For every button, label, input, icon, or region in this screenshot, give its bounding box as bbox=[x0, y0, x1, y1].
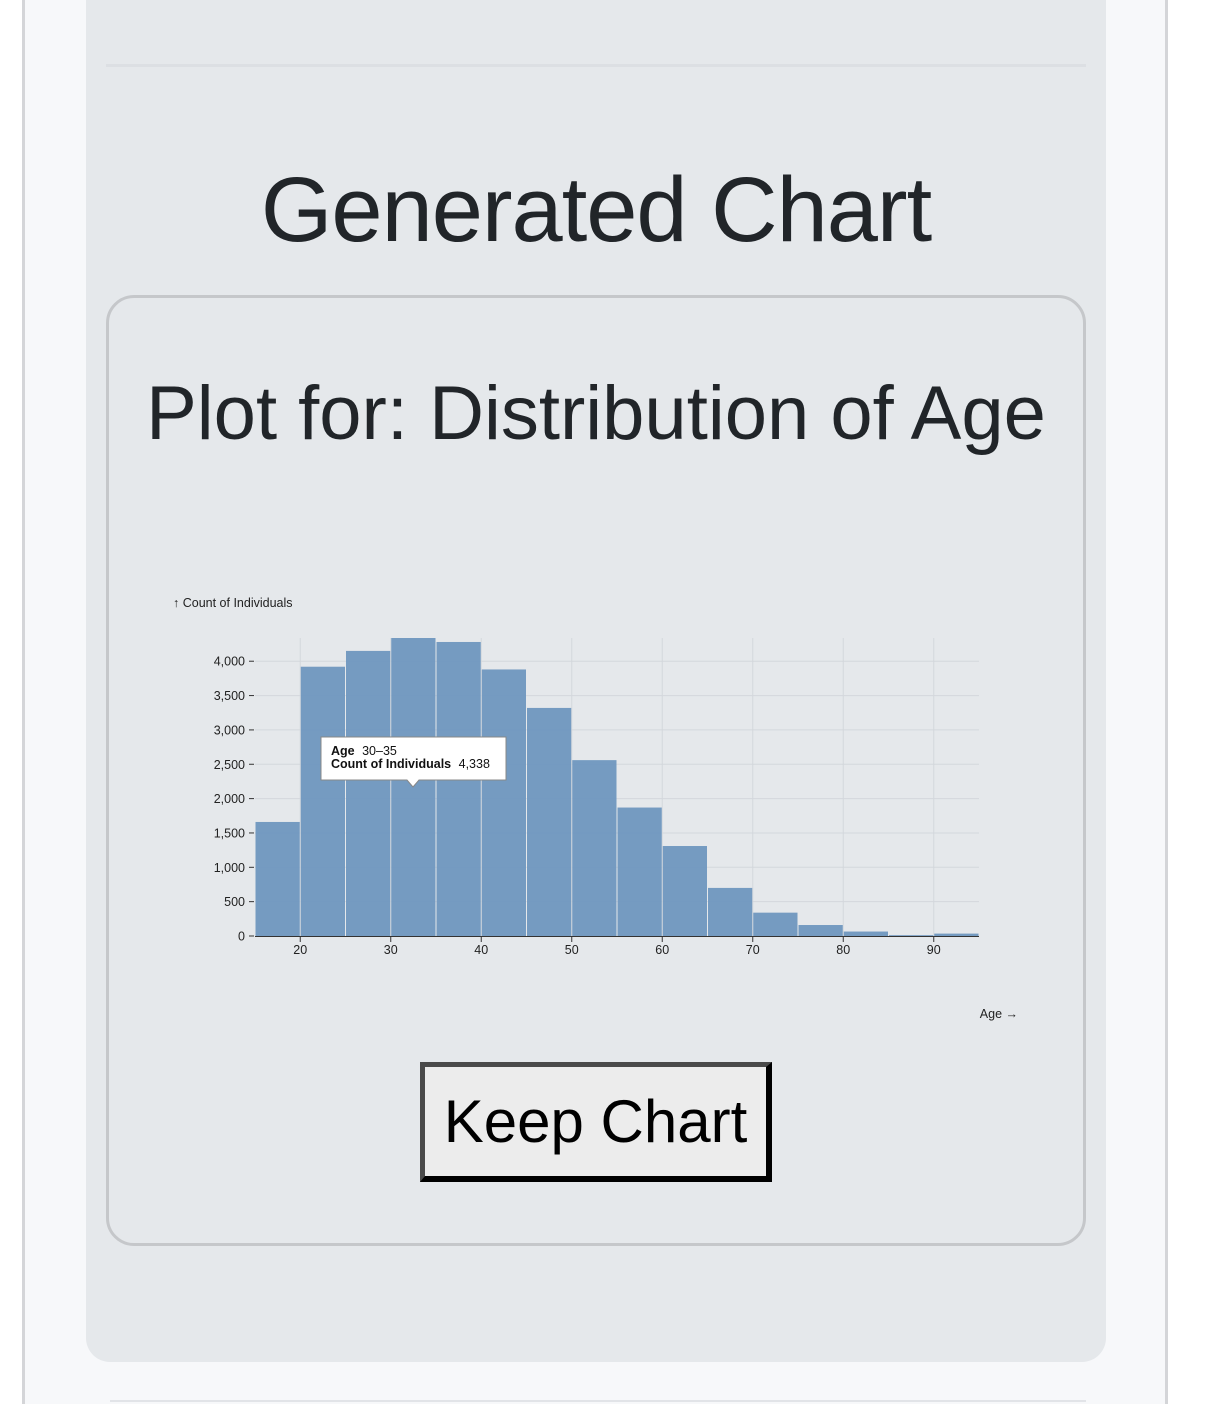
x-tick-label: 20 bbox=[293, 943, 307, 957]
histogram-bar[interactable] bbox=[346, 650, 391, 936]
svg-text:Count of Individuals 4,3: Count of Individuals 4,338 bbox=[331, 757, 490, 771]
histogram-bar[interactable] bbox=[934, 933, 979, 936]
histogram-bar[interactable] bbox=[798, 925, 843, 936]
x-tick-label: 60 bbox=[655, 943, 669, 957]
y-axis-label: ↑ Count of Individuals bbox=[173, 596, 293, 610]
histogram-bar[interactable] bbox=[753, 912, 798, 936]
histogram-bar[interactable] bbox=[572, 760, 617, 936]
tooltip-age-value: 30–35 bbox=[362, 744, 397, 758]
bar-tooltip: Age 30–35 Count of Individuals 4,338 bbox=[320, 736, 507, 788]
x-axis: 20 30 40 50 60 70 80 90 bbox=[255, 936, 979, 957]
chart-card bbox=[106, 295, 1086, 1246]
x-tick-label: 80 bbox=[836, 943, 850, 957]
y-tick-label: 1,000 bbox=[214, 861, 245, 875]
y-tick-label: 500 bbox=[224, 895, 245, 909]
section-title: Generated Chart bbox=[260, 159, 932, 261]
y-tick-label: 1,500 bbox=[214, 826, 245, 840]
y-tick-label: 0 bbox=[238, 930, 245, 944]
x-tick-label: 50 bbox=[565, 943, 579, 957]
y-tick-label: 2,500 bbox=[214, 758, 245, 772]
histogram-bar[interactable] bbox=[889, 935, 934, 936]
tooltip-box bbox=[320, 736, 507, 788]
histogram-bar[interactable] bbox=[708, 887, 753, 936]
x-axis-label: Age → bbox=[980, 1007, 1018, 1021]
histogram-bar[interactable] bbox=[662, 846, 707, 936]
y-tick-label: 3,500 bbox=[214, 689, 245, 703]
tooltip-count-value: 4,338 bbox=[459, 757, 490, 771]
histogram-bar[interactable] bbox=[300, 666, 345, 936]
histogram-bar[interactable] bbox=[843, 931, 888, 936]
y-axis: 0 500 1,000 1,500 2,000 2,500 3,000 3,500 4,000 bbox=[214, 655, 254, 944]
plot-title: Plot for: Distribution of Age bbox=[146, 371, 1046, 456]
histogram-bar[interactable] bbox=[481, 669, 526, 936]
x-tick-label: 30 bbox=[384, 943, 398, 957]
y-tick-label: 3,000 bbox=[214, 723, 245, 737]
tooltip-count-label: Count of Individuals bbox=[331, 757, 451, 771]
x-tick-label: 70 bbox=[746, 943, 760, 957]
keep-chart-button[interactable]: Keep Chart bbox=[420, 1062, 772, 1182]
histogram-bar[interactable] bbox=[527, 707, 572, 936]
svg-text:Age 30–35: Age 30–35 bbox=[331, 744, 397, 758]
y-tick-label: 4,000 bbox=[214, 655, 245, 669]
x-tick-label: 40 bbox=[474, 943, 488, 957]
bottom-divider bbox=[110, 1400, 1086, 1402]
tooltip-age-label: Age bbox=[331, 744, 355, 758]
histogram-bar[interactable] bbox=[617, 807, 662, 936]
histogram-chart: 05001,0001,5002,0002,5003,0003,5004,000 … bbox=[173, 596, 1018, 1021]
histogram-bar[interactable] bbox=[436, 641, 481, 936]
histogram-bar[interactable] bbox=[255, 821, 300, 936]
chart-bars bbox=[255, 638, 979, 936]
y-tick-label: 2,000 bbox=[214, 792, 245, 806]
x-tick-label: 90 bbox=[927, 943, 941, 957]
section-divider bbox=[106, 64, 1086, 67]
